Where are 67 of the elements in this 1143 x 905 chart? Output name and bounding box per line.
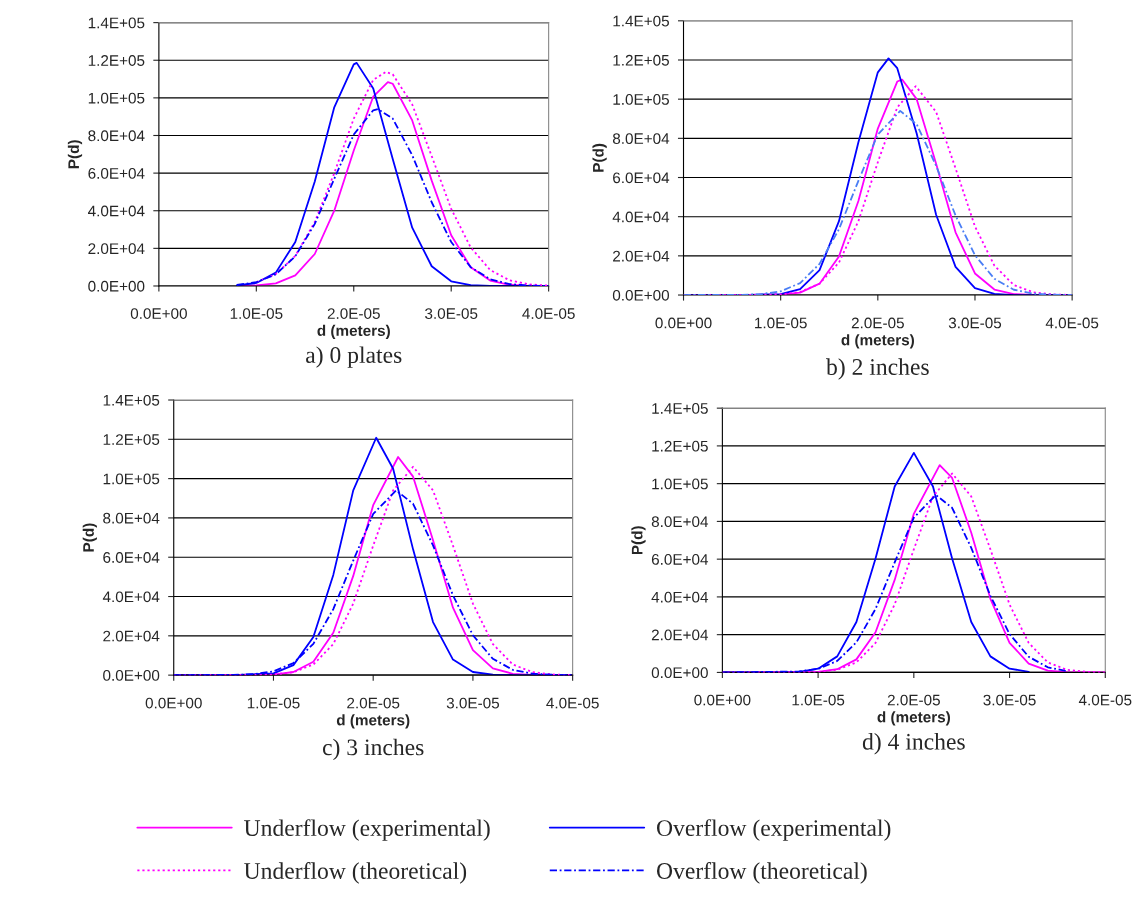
x-tick-label: 3.0E-05 (948, 317, 1002, 329)
x-axis-title: d (meters) (841, 334, 914, 349)
y-tick-label: 1.0E+05 (103, 473, 160, 485)
x-axis-title: d (meters) (336, 714, 410, 729)
x-tick-label: 0.0E+00 (130, 308, 187, 319)
x-axis-title: d (meters) (317, 324, 390, 340)
y-tick-label: 0.0E+00 (88, 280, 145, 292)
x-tick-label: 0.0E+00 (694, 694, 751, 706)
y-tick-label: 2.0E+04 (103, 630, 160, 642)
x-tick-label: 1.0E-05 (792, 694, 845, 706)
y-axis-title: P(d) (67, 140, 83, 169)
y-tick-label: 4.0E+04 (102, 591, 160, 603)
y-tick-label: 8.0E+04 (88, 130, 145, 142)
y-tick-label: 4.0E+04 (88, 205, 145, 217)
x-tick-label: 1.0E-05 (755, 317, 807, 329)
x-tick-label: 4.0E-05 (522, 308, 575, 319)
y-tick-label: 1.0E+05 (88, 92, 145, 104)
y-tick-label: 4.0E+04 (651, 591, 709, 603)
y-tick-label: 6.0E+04 (651, 554, 709, 565)
x-tick-label: 1.0E-05 (230, 308, 283, 319)
text: a) 0 plates (306, 346, 402, 368)
y-tick-label: 1.2E+05 (652, 440, 708, 452)
y-tick-label: 6.0E+04 (103, 552, 160, 563)
y-tick-label: 0.0E+00 (612, 289, 670, 301)
legend-label: Underflow (experimental) (244, 819, 490, 841)
x-tick-label: 4.0E-05 (1078, 694, 1132, 706)
x-tick-label: 3.0E-05 (446, 697, 500, 709)
y-axis-title: P(d) (631, 526, 646, 555)
x-tick-label: 3.0E-05 (425, 308, 478, 319)
y-tick-label: 1.4E+05 (88, 17, 145, 29)
text: b) 2 inches (826, 358, 929, 380)
x-tick-label: 1.0E-05 (247, 697, 300, 709)
y-tick-label: 8.0E+04 (103, 512, 160, 524)
x-tick-label: 4.0E-05 (1045, 317, 1099, 329)
x-tick-label: 2.0E-05 (851, 317, 904, 329)
y-tick-label: 1.0E+05 (613, 94, 669, 105)
y-tick-label: 6.0E+04 (88, 167, 145, 179)
y-tick-label: 8.0E+04 (612, 133, 670, 145)
y-axis-title: P(d) (592, 143, 607, 172)
y-tick-label: 1.2E+05 (613, 54, 669, 66)
y-tick-label: 0.0E+00 (651, 667, 708, 679)
y-tick-label: 8.0E+04 (651, 516, 709, 528)
x-axis-title: d (meters) (877, 711, 950, 726)
text: c) 3 inches (322, 738, 424, 761)
y-tick-label: 1.0E+05 (652, 478, 708, 490)
x-tick-label: 3.0E-05 (983, 694, 1036, 706)
y-tick-label: 2.0E+04 (651, 629, 709, 641)
x-tick-label: 2.0E-05 (327, 308, 380, 319)
y-tick-label: 1.2E+05 (88, 55, 145, 66)
legend-label: Overflow (experimental) (656, 819, 891, 841)
y-tick-label: 2.0E+04 (88, 243, 145, 255)
text: d) 4 inches (862, 733, 965, 755)
x-tick-label: 2.0E-05 (347, 697, 400, 709)
x-tick-label: 0.0E+00 (145, 697, 202, 709)
x-tick-label: 4.0E-05 (546, 697, 599, 709)
y-tick-label: 0.0E+00 (103, 670, 160, 681)
y-tick-label: 2.0E+04 (613, 250, 670, 262)
legend-label: Overflow (theoretical) (656, 862, 867, 884)
y-tick-label: 6.0E+04 (613, 172, 670, 184)
y-tick-label: 1.4E+05 (652, 403, 708, 414)
y-tick-label: 1.4E+05 (103, 394, 160, 406)
y-axis-title: P(d) (82, 523, 97, 552)
legend-label: Underflow (theoretical) (244, 862, 467, 884)
y-tick-label: 1.4E+05 (613, 15, 669, 27)
x-tick-label: 2.0E-05 (887, 694, 940, 706)
y-tick-label: 4.0E+04 (612, 211, 670, 223)
y-tick-label: 1.2E+05 (103, 434, 160, 445)
